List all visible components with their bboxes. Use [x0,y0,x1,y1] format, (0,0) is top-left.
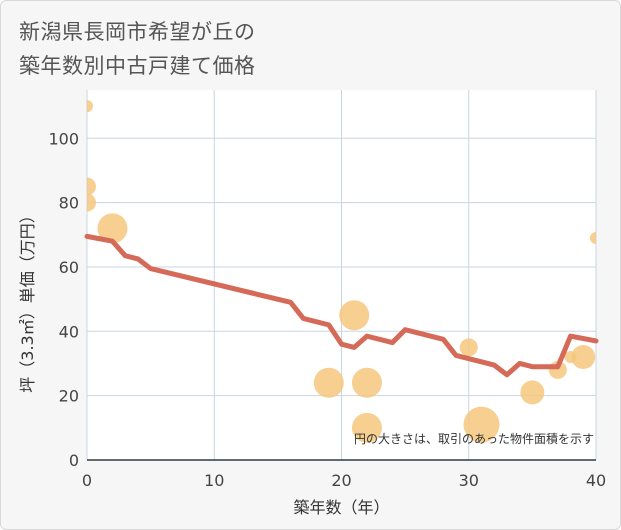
x-tick-label: 20 [331,471,351,490]
y-tick-label: 60 [59,258,79,277]
x-tick-label: 30 [459,471,479,490]
average-line-series [84,233,599,378]
data-point-bubble [87,100,93,113]
x-tick-label: 0 [82,471,92,490]
x-axis-label: 築年数（年） [293,498,389,517]
grid-lines [86,90,597,461]
y-tick-label: 100 [48,129,79,148]
data-point-bubble [571,345,596,370]
y-tick-label: 0 [69,451,79,470]
y-tick-label: 80 [59,194,79,213]
data-point-bubble [459,338,478,357]
bubble-series [87,100,596,443]
average-price-line [84,233,599,378]
data-point-bubble [339,300,370,331]
bubble-size-note: 円の大きさは、取引のあった物件面積を示す [354,431,594,446]
data-point-bubble [87,177,96,196]
x-tick-label: 10 [204,471,224,490]
data-point-bubble [87,193,96,212]
chart-title-line1: 新潟県長岡市希望が丘の [19,20,256,44]
x-tick-label: 40 [586,471,606,490]
data-point-bubble [520,380,545,405]
axis-ticks: 0 10 20 30 40 0 20 40 60 80 100 [48,129,606,490]
y-axis-label: 坪（3.3㎡）単価（万円） [18,207,37,392]
chart-title-line2: 築年数別中古戸建て価格 [19,54,256,78]
data-point-bubble [97,213,128,244]
data-point-bubble [351,367,382,398]
chart-title: 新潟県長岡市希望が丘の 築年数別中古戸建て価格 [19,15,256,83]
data-point-bubble [590,232,596,244]
data-point-bubble [313,367,344,398]
y-tick-label: 20 [59,387,79,406]
data-point-bubble [351,412,382,443]
y-tick-label: 40 [59,322,79,341]
data-point-bubble [463,406,500,443]
